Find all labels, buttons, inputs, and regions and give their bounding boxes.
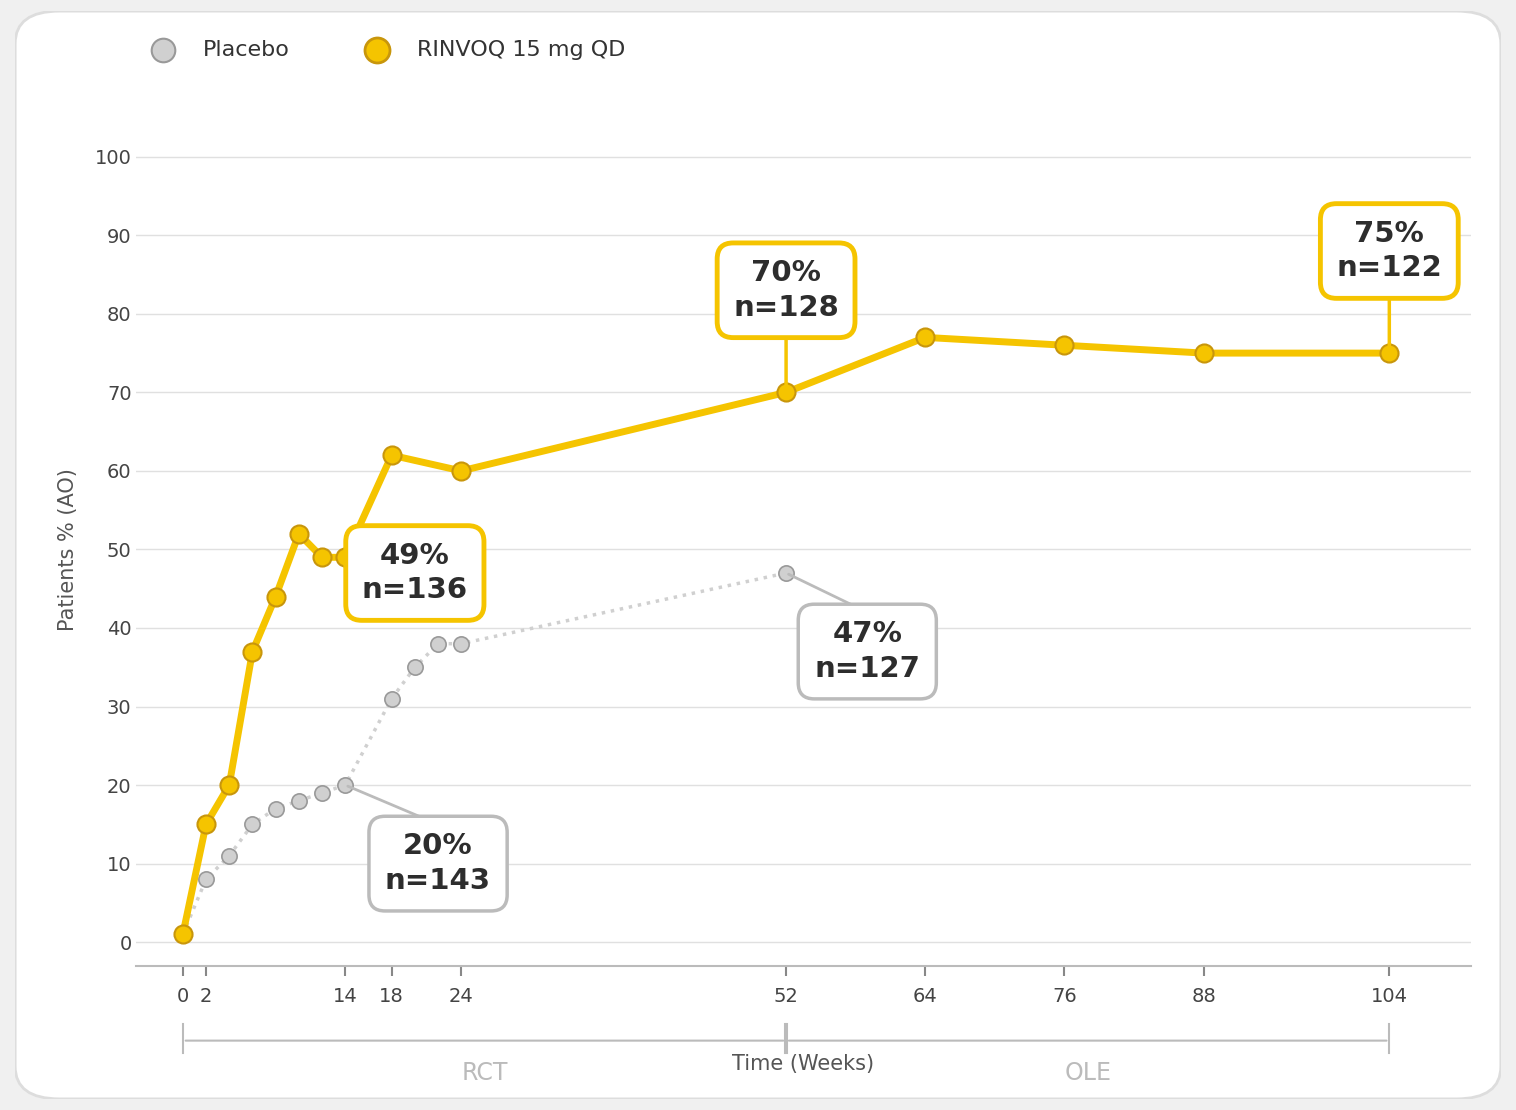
Text: 70%
n=128: 70% n=128 <box>734 259 838 322</box>
X-axis label: Time (Weeks): Time (Weeks) <box>732 1054 875 1074</box>
Text: RCT: RCT <box>461 1061 508 1086</box>
Text: Placebo: Placebo <box>203 40 290 60</box>
Y-axis label: Patients % (AO): Patients % (AO) <box>58 468 77 630</box>
Text: 47%
n=127: 47% n=127 <box>814 620 920 683</box>
Text: 75%
n=122: 75% n=122 <box>1337 220 1442 282</box>
Text: 49%
n=136: 49% n=136 <box>362 542 468 604</box>
Text: OLE: OLE <box>1064 1061 1111 1086</box>
FancyBboxPatch shape <box>15 11 1501 1099</box>
Text: RINVOQ 15 mg QD: RINVOQ 15 mg QD <box>417 40 625 60</box>
Text: 20%
n=143: 20% n=143 <box>385 832 491 895</box>
